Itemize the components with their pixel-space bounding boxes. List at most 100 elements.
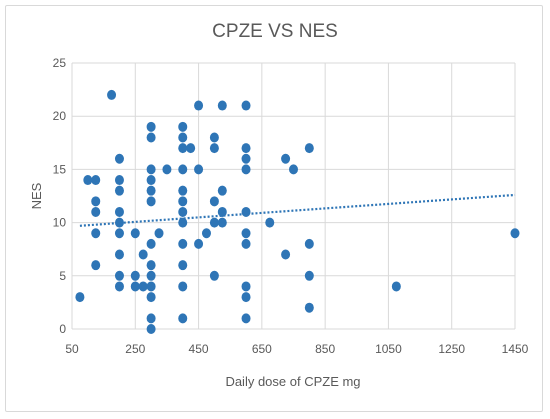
data-point xyxy=(178,121,188,132)
y-tick-label: 0 xyxy=(59,322,66,336)
data-point xyxy=(138,249,148,260)
data-point xyxy=(114,217,124,228)
y-tick-labels: 0 5 10 15 20 25 xyxy=(53,56,67,336)
data-point xyxy=(114,185,124,196)
data-point xyxy=(391,281,401,292)
data-point xyxy=(146,324,156,334)
data-point xyxy=(289,164,298,175)
data-point xyxy=(281,153,291,164)
data-point xyxy=(265,217,275,228)
data-point xyxy=(217,100,227,111)
data-point xyxy=(241,143,251,154)
data-point xyxy=(83,175,93,186)
data-point xyxy=(130,228,140,239)
data-point xyxy=(178,260,188,271)
data-point xyxy=(178,281,188,292)
data-point xyxy=(114,281,124,292)
data-point xyxy=(146,132,156,143)
data-point xyxy=(304,270,314,281)
data-point xyxy=(201,228,211,239)
data-point xyxy=(241,238,251,249)
x-tick-label: 50 xyxy=(65,342,79,356)
data-point xyxy=(146,238,156,249)
data-point xyxy=(146,313,156,324)
data-point xyxy=(146,292,156,303)
data-point xyxy=(241,281,251,292)
x-tick-label: 850 xyxy=(315,342,335,356)
data-point xyxy=(178,196,188,207)
data-point xyxy=(114,175,124,186)
data-point xyxy=(107,89,117,100)
data-point xyxy=(91,196,101,207)
data-point xyxy=(241,313,251,324)
data-point xyxy=(178,143,188,154)
trendline-path xyxy=(79,193,516,227)
data-point xyxy=(146,281,156,292)
data-point xyxy=(209,270,219,281)
x-tick-labels: 50 250 450 650 850 1050 1250 1450 xyxy=(65,342,528,356)
data-points xyxy=(75,89,520,334)
data-point xyxy=(241,292,251,303)
data-point xyxy=(146,185,156,196)
data-point xyxy=(146,196,156,207)
data-point xyxy=(178,185,188,196)
y-tick-label: 5 xyxy=(59,269,66,283)
x-tick-label: 1250 xyxy=(438,342,465,356)
data-point xyxy=(209,217,219,228)
data-point xyxy=(146,270,156,281)
trendline xyxy=(79,193,516,227)
data-point xyxy=(194,238,204,249)
data-point xyxy=(178,206,188,217)
data-point xyxy=(209,132,219,143)
data-point xyxy=(146,175,156,186)
data-point xyxy=(91,228,101,239)
data-point xyxy=(146,164,156,175)
data-point xyxy=(241,153,251,164)
y-tick-label: 10 xyxy=(53,216,67,230)
data-point xyxy=(146,260,156,271)
data-point xyxy=(510,228,520,239)
data-point xyxy=(304,143,314,154)
x-tick-label: 250 xyxy=(125,342,145,356)
data-point xyxy=(114,153,124,164)
data-point xyxy=(130,281,140,292)
data-point xyxy=(146,121,156,132)
data-point xyxy=(304,238,314,249)
data-point xyxy=(241,164,251,175)
data-point xyxy=(130,270,140,281)
x-axis-title: Daily dose of CPZE mg xyxy=(225,374,360,389)
y-tick-label: 20 xyxy=(53,109,67,123)
y-tick-label: 25 xyxy=(53,56,67,70)
chart-title: CPZE VS NES xyxy=(212,21,338,42)
data-point xyxy=(154,228,164,239)
data-point xyxy=(217,206,227,217)
y-tick-label: 15 xyxy=(53,162,67,176)
data-point xyxy=(241,100,251,111)
data-point xyxy=(138,281,148,292)
data-point xyxy=(114,228,124,239)
data-point xyxy=(178,217,188,228)
data-point xyxy=(114,206,124,217)
data-point xyxy=(241,206,251,217)
data-point xyxy=(304,302,314,313)
data-point xyxy=(217,217,227,228)
data-point xyxy=(217,185,227,196)
data-point xyxy=(178,313,188,324)
data-point xyxy=(178,164,188,175)
y-axis-title: NES xyxy=(29,182,44,209)
data-point xyxy=(114,270,124,281)
data-point xyxy=(91,175,101,186)
data-point xyxy=(241,228,251,239)
data-point xyxy=(194,164,204,175)
data-point xyxy=(162,164,172,175)
x-tick-label: 650 xyxy=(252,342,272,356)
data-point xyxy=(209,143,219,154)
data-point xyxy=(178,238,188,249)
data-point xyxy=(209,196,219,207)
data-point xyxy=(178,132,188,143)
data-point xyxy=(91,260,101,271)
x-tick-label: 1050 xyxy=(375,342,402,356)
x-tick-label: 1450 xyxy=(502,342,529,356)
data-point xyxy=(91,206,101,217)
